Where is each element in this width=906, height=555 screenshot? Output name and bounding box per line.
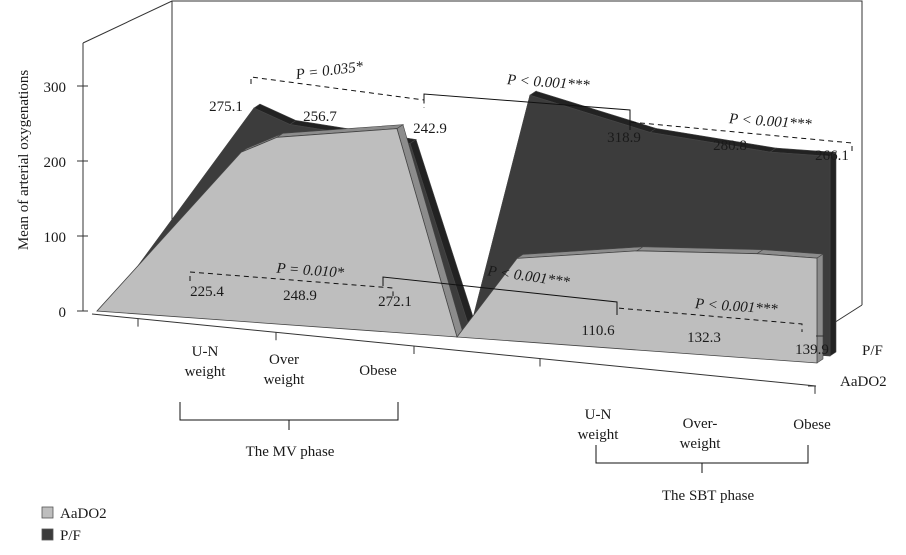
data-label-pf: 318.9 xyxy=(607,130,641,146)
depth-axis-label: P/F xyxy=(862,343,883,359)
y-axis-title: Mean of arterial oxygenations xyxy=(16,70,32,251)
data-label-aado2: 225.4 xyxy=(190,284,224,300)
group-brace xyxy=(179,402,399,430)
depth-axis-label: AaDO2 xyxy=(840,374,887,390)
category-label: U-N xyxy=(585,407,612,423)
x-axis xyxy=(91,313,824,473)
legend-label: P/F xyxy=(60,528,81,544)
back-wall-frame xyxy=(82,0,863,305)
category-label: weight xyxy=(185,364,227,380)
category-label: weight xyxy=(578,427,620,443)
data-label-aado2: 272.1 xyxy=(378,294,412,310)
ribbon-top-face xyxy=(829,151,837,357)
data-label-aado2: 248.9 xyxy=(283,288,317,304)
category-label: weight xyxy=(264,372,306,388)
bracket-pf-sbt xyxy=(629,121,853,151)
data-label-pf: 280.8 xyxy=(713,138,747,154)
data-label-pf: 242.9 xyxy=(413,121,447,137)
significance-brackets xyxy=(189,76,853,332)
series-aado2 xyxy=(96,124,824,364)
y-axis xyxy=(77,85,88,312)
p-value-annotation: P = 0.035* xyxy=(294,59,365,83)
p-value-annotation: P < 0.001*** xyxy=(505,72,590,94)
group-label: The MV phase xyxy=(246,444,335,460)
legend xyxy=(41,506,54,541)
p-value-annotation: P < 0.001*** xyxy=(693,296,778,318)
legend-label: AaDO2 xyxy=(60,506,107,522)
group-brace xyxy=(595,445,809,473)
category-label: U-N xyxy=(192,344,219,360)
p-value-annotation: P < 0.001*** xyxy=(727,111,812,133)
category-label: Over xyxy=(269,352,299,368)
data-label-pf: 275.1 xyxy=(209,99,243,115)
category-label: Obese xyxy=(793,417,831,433)
data-label-aado2: 132.3 xyxy=(687,330,721,346)
data-label-aado2: 139.9 xyxy=(795,342,829,358)
category-label: Over- xyxy=(683,416,718,432)
category-label: Obese xyxy=(359,363,397,379)
x-axis-line xyxy=(91,313,817,387)
data-label-aado2: 110.6 xyxy=(581,323,615,339)
data-label-pf: 266.1 xyxy=(815,148,849,164)
bracket-aado2-mv xyxy=(189,271,394,296)
p-value-annotation: P = 0.010* xyxy=(275,261,345,282)
group-label: The SBT phase xyxy=(662,488,755,504)
legend-swatch xyxy=(41,528,54,541)
bracket-pf-mv xyxy=(250,76,425,108)
y-tick-label: 200 xyxy=(44,155,67,171)
y-tick-label: 0 xyxy=(59,305,67,321)
data-label-pf: 256.7 xyxy=(303,109,337,125)
category-label: weight xyxy=(680,436,722,452)
series-front-face xyxy=(96,128,818,364)
bracket-pf-mv-sbt xyxy=(423,93,631,130)
y-tick-label: 300 xyxy=(44,80,67,96)
y-tick-label: 100 xyxy=(44,230,67,246)
legend-swatch xyxy=(41,506,54,519)
bracket-aado2-sbt xyxy=(616,307,803,332)
bracket-aado2-mv-sbt xyxy=(382,276,618,315)
